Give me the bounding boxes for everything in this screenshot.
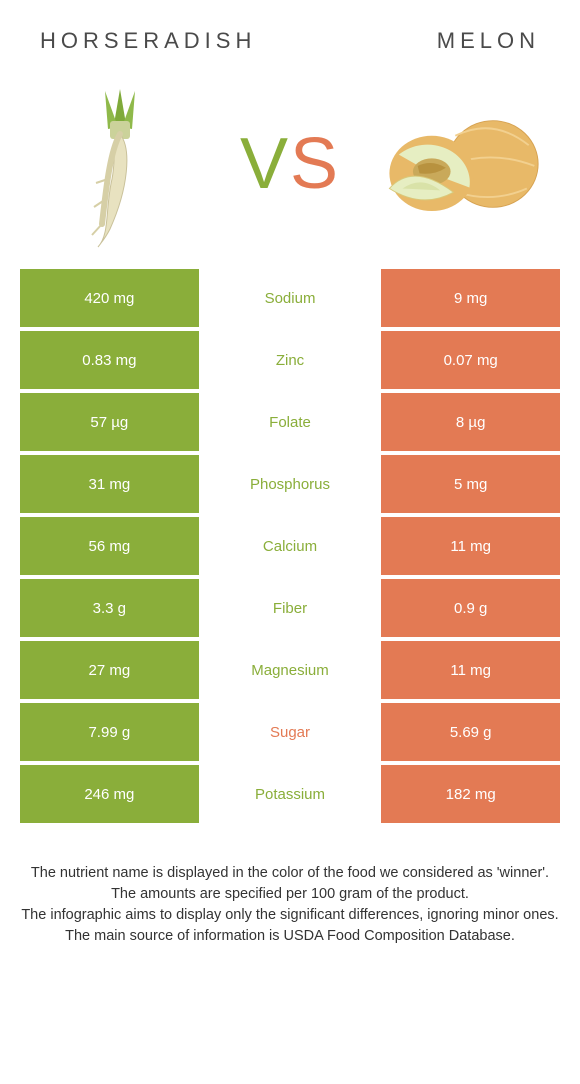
vs-label: VS: [240, 123, 340, 205]
nutrient-label: Calcium: [201, 517, 380, 575]
left-value-cell: 0.83 mg: [20, 331, 199, 389]
left-value-cell: 56 mg: [20, 517, 199, 575]
left-value-cell: 420 mg: [20, 269, 199, 327]
table-row: 31 mgPhosphorus5 mg: [20, 455, 560, 513]
nutrient-label: Folate: [201, 393, 380, 451]
table-row: 3.3 gFiber0.9 g: [20, 579, 560, 637]
melon-icon: [380, 94, 540, 234]
vs-row: VS: [0, 64, 580, 269]
horseradish-icon: [50, 79, 190, 249]
table-row: 246 mgPotassium182 mg: [20, 765, 560, 823]
right-value-cell: 11 mg: [381, 641, 560, 699]
left-value-cell: 3.3 g: [20, 579, 199, 637]
footer-notes: The nutrient name is displayed in the co…: [0, 827, 580, 947]
left-value-cell: 7.99 g: [20, 703, 199, 761]
table-row: 7.99 gSugar5.69 g: [20, 703, 560, 761]
nutrient-table: 420 mgSodium9 mg0.83 mgZinc0.07 mg57 µgF…: [0, 269, 580, 823]
footer-line-2: The amounts are specified per 100 gram o…: [18, 884, 562, 905]
nutrient-label: Magnesium: [201, 641, 380, 699]
left-value-cell: 27 mg: [20, 641, 199, 699]
right-value-cell: 11 mg: [381, 517, 560, 575]
left-food-title: HORSERADISH: [40, 28, 256, 54]
nutrient-label: Zinc: [201, 331, 380, 389]
table-row: 0.83 mgZinc0.07 mg: [20, 331, 560, 389]
left-value-cell: 31 mg: [20, 455, 199, 513]
right-value-cell: 9 mg: [381, 269, 560, 327]
right-food-title: MELON: [437, 28, 540, 54]
vs-s-letter: S: [290, 124, 340, 204]
right-value-cell: 0.07 mg: [381, 331, 560, 389]
table-row: 57 µgFolate8 µg: [20, 393, 560, 451]
nutrient-label: Sugar: [201, 703, 380, 761]
left-value-cell: 246 mg: [20, 765, 199, 823]
table-row: 420 mgSodium9 mg: [20, 269, 560, 327]
footer-line-1: The nutrient name is displayed in the co…: [18, 863, 562, 884]
right-value-cell: 0.9 g: [381, 579, 560, 637]
right-value-cell: 182 mg: [381, 765, 560, 823]
table-row: 56 mgCalcium11 mg: [20, 517, 560, 575]
nutrient-label: Potassium: [201, 765, 380, 823]
right-value-cell: 5.69 g: [381, 703, 560, 761]
left-value-cell: 57 µg: [20, 393, 199, 451]
nutrient-label: Phosphorus: [201, 455, 380, 513]
right-food-image: [380, 79, 540, 249]
right-value-cell: 5 mg: [381, 455, 560, 513]
header: HORSERADISH MELON: [0, 0, 580, 64]
left-food-image: [40, 79, 200, 249]
vs-v-letter: V: [240, 124, 290, 204]
right-value-cell: 8 µg: [381, 393, 560, 451]
nutrient-label: Fiber: [201, 579, 380, 637]
nutrient-label: Sodium: [201, 269, 380, 327]
table-row: 27 mgMagnesium11 mg: [20, 641, 560, 699]
footer-line-3: The infographic aims to display only the…: [18, 905, 562, 926]
footer-line-4: The main source of information is USDA F…: [18, 926, 562, 947]
